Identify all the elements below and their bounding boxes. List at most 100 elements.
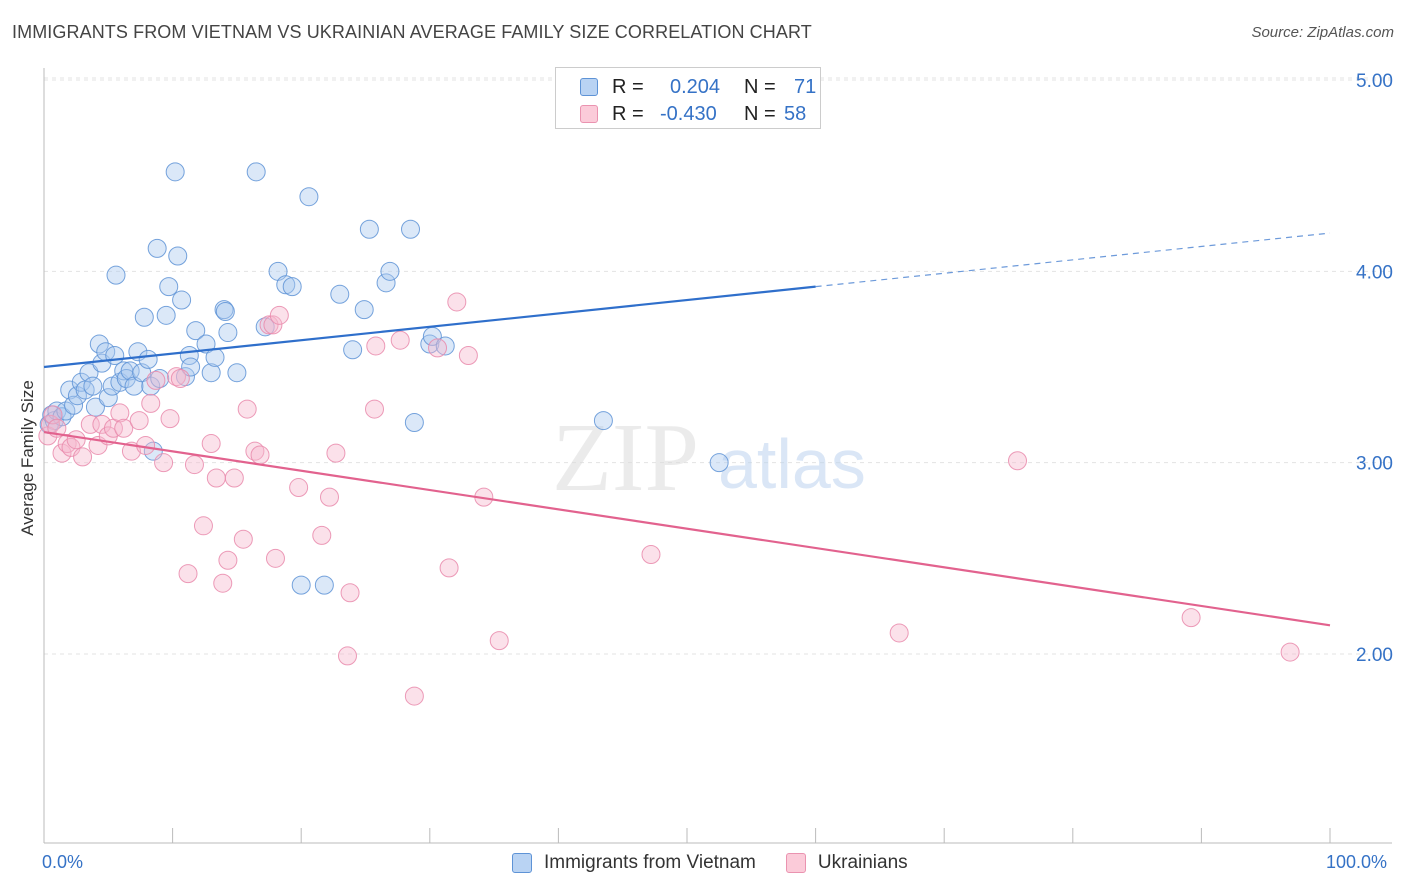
ukrainian-data-point: [92, 414, 112, 434]
vietnam-data-point: [343, 340, 363, 360]
y-tick-label: 3.00: [1356, 454, 1393, 475]
ukrainian-data-point: [73, 447, 93, 467]
ukrainian-data-point: [289, 478, 309, 498]
chart-source: Source: ZipAtlas.com: [1251, 24, 1394, 41]
vietnam-data-point: [354, 300, 374, 320]
ukrainian-data-point: [326, 443, 346, 463]
vietnam-data-point: [64, 395, 84, 415]
ukrainian-data-point: [489, 631, 509, 651]
y-tick-labels: 2.00 3.00 4.00 5.00: [1356, 71, 1393, 666]
legend-n-value: 71: [794, 75, 817, 98]
vietnam-data-point: [291, 575, 311, 595]
vietnam-data-point: [401, 219, 421, 239]
legend-r-label: R =: [612, 102, 644, 125]
vietnam-data-point: [60, 380, 80, 400]
vietnam-data-point: [120, 361, 140, 381]
legend-swatch-vietnam: [580, 78, 598, 96]
ukrainian-data-point: [312, 525, 332, 545]
ukrainian-data-point: [245, 441, 265, 461]
trend-lines: [43, 232, 1331, 627]
watermark-atlas: atlas: [718, 425, 866, 503]
vietnam-data-point: [138, 349, 158, 369]
ukrainian-data-point: [340, 583, 360, 603]
ukrainian-data-point: [224, 468, 244, 488]
x-tick-label-max: 100.0%: [1326, 852, 1388, 872]
ukrainian-data-point: [170, 368, 190, 388]
ukrainian-data-point: [1280, 642, 1300, 662]
series-legend-vietnam: Immigrants from Vietnam: [512, 852, 756, 874]
vietnam-data-point: [215, 302, 235, 322]
ukrainian-data-point: [184, 455, 204, 475]
legend-row-ukrainians: R = -0.430 N = 58: [580, 101, 806, 127]
vietnam-data-point: [709, 453, 729, 473]
ukrainian-data-point: [1008, 451, 1028, 471]
vietnam-data-point: [359, 219, 379, 239]
ukrainian-data-point: [218, 550, 238, 570]
ukrainian-data-point: [250, 445, 270, 465]
legend-n-label: N =: [744, 102, 776, 125]
vietnam-data-point: [165, 162, 185, 182]
vietnam-data-point: [172, 290, 192, 310]
vietnam-data-point: [246, 162, 266, 182]
y-tick-label: 2.00: [1356, 645, 1393, 666]
ukrainian-trend-line: [43, 430, 1331, 627]
vietnam-data-point: [218, 323, 238, 343]
ukrainian-data-point: [263, 315, 283, 335]
ukrainian-data-point: [110, 403, 130, 423]
vietnam-data-point: [147, 238, 167, 258]
ukrainian-data-point: [404, 686, 424, 706]
ukrainian-data-point: [889, 623, 909, 643]
ukrainian-data-point: [366, 336, 386, 356]
vietnam-data-point: [593, 411, 613, 431]
legend-r-label: R =: [612, 75, 644, 98]
ukrainian-data-point: [428, 338, 448, 358]
correlation-legend: R = 0.204 N = 71 R = -0.430 N = 58: [555, 67, 821, 129]
ukrainian-data-point: [213, 573, 233, 593]
x-tick-label-min: 0.0%: [42, 852, 84, 872]
vietnam-data-point: [85, 397, 105, 417]
vietnam-data-point: [299, 187, 319, 207]
ukrainian-data-point: [1181, 608, 1201, 628]
legend-n-label: N =: [744, 75, 776, 98]
vietnam-data-point: [314, 575, 334, 595]
series-swatch-ukrainians: [785, 853, 806, 873]
ukrainian-data-point: [237, 399, 257, 419]
ukrainian-data-point: [447, 292, 467, 312]
ukrainian-data-point: [365, 399, 385, 419]
vietnam-data-point: [106, 265, 126, 285]
vietnam-data-point: [435, 336, 455, 356]
vietnam-data-point: [227, 363, 247, 383]
ukrainian-data-point: [439, 558, 459, 578]
series-legend: Immigrants from Vietnam Ukrainians: [512, 852, 938, 874]
vietnam-data-point: [168, 246, 188, 266]
ukrainian-data-point: [114, 418, 134, 438]
watermark: ZIP atlas: [552, 404, 866, 512]
y-tick-label: 5.00: [1356, 71, 1393, 92]
legend-n-value: 58: [784, 102, 807, 125]
series-legend-ukrainians: Ukrainians: [785, 852, 908, 874]
ukrainian-data-point: [337, 646, 357, 666]
vietnam-data-point: [276, 275, 296, 295]
vietnam-data-point: [134, 307, 154, 327]
vietnam-data-point: [156, 305, 176, 325]
ukrainian-data-point: [66, 430, 86, 450]
vietnam-data-point: [196, 334, 216, 354]
series-swatch-vietnam: [512, 853, 532, 873]
vietnam-data-point: [380, 261, 400, 281]
axes: [43, 68, 1392, 844]
vietnam-data-point: [186, 321, 206, 341]
vietnam-data-point: [201, 363, 221, 383]
chart-title: IMMIGRANTS FROM VIETNAM VS UKRAINIAN AVE…: [12, 22, 812, 42]
legend-row-vietnam: R = 0.204 N = 71: [580, 74, 816, 100]
legend-swatch-ukrainians: [580, 105, 598, 123]
series-label-ukrainians: Ukrainians: [817, 852, 908, 873]
ukrainian-data-point: [160, 409, 180, 429]
vietnam-data-point: [376, 273, 396, 293]
ukrainian-data-point: [146, 370, 166, 390]
ukrainian-data-point: [178, 564, 198, 584]
vietnam-data-point: [98, 388, 118, 408]
vietnam-trend-extension: [815, 232, 1331, 288]
vietnam-trend-line: [43, 285, 816, 369]
ukrainian-data-point: [129, 411, 149, 431]
